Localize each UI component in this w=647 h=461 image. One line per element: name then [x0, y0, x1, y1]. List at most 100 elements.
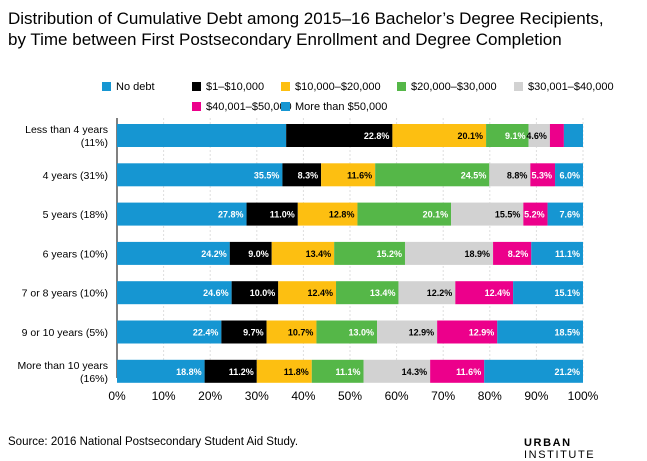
bar-segment	[117, 124, 287, 147]
data-label: 13.0%	[348, 328, 374, 338]
data-label: 11.2%	[229, 367, 254, 377]
legend-swatch-2	[192, 82, 201, 91]
bar-segment	[398, 281, 456, 305]
bar-segment	[531, 241, 583, 265]
data-label: 11.6%	[456, 367, 481, 377]
data-label: 11.1%	[335, 367, 360, 377]
category-label: 9 or 10 years (5%)	[22, 327, 108, 339]
legend-label-6: $40,001–$50,000	[206, 101, 292, 113]
bar-segment	[375, 163, 490, 187]
legend-swatch-3	[281, 82, 290, 91]
data-label: 5.2%	[524, 210, 545, 220]
source-note: Source: 2016 National Postsecondary Stud…	[8, 436, 299, 448]
x-tick-label: 50%	[338, 389, 362, 403]
bar-segment	[311, 359, 364, 383]
bar-segment	[334, 241, 405, 265]
category-label: 6 years (10%)	[43, 248, 108, 260]
bar-segment	[455, 281, 514, 305]
legend-label-2: $1–$10,000	[206, 81, 264, 93]
x-tick-label: 70%	[431, 389, 455, 403]
bar-segment	[221, 320, 267, 344]
bar-segment	[486, 124, 529, 147]
legend-swatch-1	[102, 82, 111, 91]
bar-segment	[271, 241, 335, 265]
bar-segment	[493, 241, 532, 265]
bar-segment	[117, 281, 232, 305]
data-label: 8.8%	[507, 170, 528, 180]
category-label-line: 9 or 10 years (5%)	[22, 327, 108, 339]
data-label: 7.6%	[559, 210, 580, 220]
data-label: 12.9%	[469, 328, 495, 338]
bar-segment	[430, 359, 485, 383]
data-label: 12.9%	[409, 328, 435, 338]
category-label-line: 6 years (10%)	[43, 248, 108, 260]
bar-segment	[117, 320, 222, 344]
bar-segment	[451, 202, 524, 226]
bar-segment	[297, 202, 358, 226]
data-label: 8.2%	[508, 249, 529, 259]
data-label: 22.8%	[364, 131, 390, 141]
bar-segment	[530, 163, 556, 187]
bar-segment	[497, 320, 583, 344]
bar-segment	[377, 320, 438, 344]
brand-part-2: INSTITUTE	[524, 449, 596, 461]
bar-segment	[437, 320, 498, 344]
category-label: 5 years (18%)	[43, 209, 108, 221]
data-label: 11.6%	[347, 170, 372, 180]
data-label: 4.6%	[526, 131, 547, 141]
category-label: Less than 4 years (11%)	[25, 124, 108, 149]
data-label: 27.8%	[218, 210, 244, 220]
category-label-line: (11%)	[81, 137, 108, 149]
data-label: 6.0%	[559, 170, 580, 180]
data-label: 11.1%	[555, 249, 580, 259]
legend-label-5: $30,001–$40,000	[528, 81, 614, 93]
data-label: 12.8%	[329, 210, 355, 220]
bar-segment	[286, 124, 393, 147]
data-label: 24.5%	[461, 170, 487, 180]
bar-segment	[392, 124, 487, 147]
bar-segment	[547, 202, 583, 226]
data-label: 18.9%	[465, 249, 491, 259]
data-label: 20.1%	[423, 210, 449, 220]
urban-institute-logo: URBAN INSTITUTE	[524, 437, 647, 461]
bar-segment	[404, 241, 494, 265]
category-label-line: 4 years (31%)	[43, 170, 108, 182]
data-label: 35.5%	[254, 170, 280, 180]
data-label: 22.4%	[193, 328, 219, 338]
bar-segment	[266, 320, 317, 344]
category-label-line: (16%)	[80, 373, 108, 385]
data-label: 14.3%	[402, 367, 428, 377]
bar-segment	[523, 202, 548, 226]
bar-segment	[117, 359, 205, 383]
bar-segment	[316, 320, 378, 344]
x-tick-label: 20%	[198, 389, 222, 403]
x-tick-label: 60%	[385, 389, 409, 403]
bar-segment	[513, 281, 583, 305]
data-label: 11.0%	[270, 210, 295, 220]
data-label: 24.6%	[203, 288, 229, 298]
bar-segment	[363, 359, 431, 383]
data-label: 12.4%	[307, 288, 333, 298]
legend-label-1: No debt	[116, 81, 155, 93]
data-label: 11.8%	[284, 367, 309, 377]
data-label: 13.4%	[370, 288, 396, 298]
data-label: 21.2%	[554, 367, 580, 377]
bar-segment	[117, 163, 283, 187]
bar-segment	[528, 124, 550, 147]
x-tick-label: 80%	[478, 389, 502, 403]
data-label: 18.8%	[176, 367, 202, 377]
legend-swatch-4	[397, 82, 406, 91]
x-tick-label: 90%	[524, 389, 548, 403]
category-label: More than 10 years (16%)	[18, 360, 108, 385]
bar-segment	[563, 124, 583, 147]
category-label: 4 years (31%)	[43, 170, 108, 182]
bar-segment	[336, 281, 399, 305]
bar-segment	[549, 124, 564, 147]
data-label: 10.0%	[250, 288, 276, 298]
bar-segment	[282, 163, 322, 187]
data-label: 9.0%	[248, 249, 269, 259]
legend-label-7: More than $50,000	[295, 101, 387, 113]
data-label: 12.2%	[427, 288, 453, 298]
data-label: 8.3%	[298, 170, 319, 180]
